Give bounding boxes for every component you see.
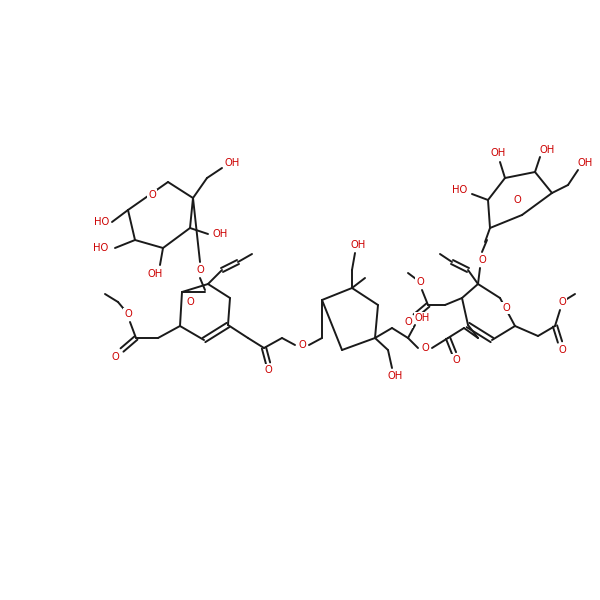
Text: OH: OH <box>388 371 403 381</box>
Text: O: O <box>148 190 156 200</box>
Text: O: O <box>452 355 460 365</box>
Text: O: O <box>264 365 272 375</box>
Text: O: O <box>111 352 119 362</box>
Text: OH: OH <box>490 148 506 158</box>
Text: O: O <box>558 345 566 355</box>
Text: O: O <box>502 303 510 313</box>
Text: OH: OH <box>415 313 430 323</box>
Text: HO: HO <box>452 185 467 195</box>
Text: O: O <box>421 343 429 353</box>
Text: OH: OH <box>350 240 365 250</box>
Text: O: O <box>404 317 412 327</box>
Text: O: O <box>416 277 424 287</box>
Text: OH: OH <box>212 229 227 239</box>
Text: O: O <box>196 265 204 275</box>
Text: OH: OH <box>577 158 593 168</box>
Text: O: O <box>513 195 521 205</box>
Text: O: O <box>478 255 486 265</box>
Text: O: O <box>124 309 132 319</box>
Text: HO: HO <box>94 217 110 227</box>
Text: O: O <box>298 340 306 350</box>
Text: OH: OH <box>148 269 163 279</box>
Text: O: O <box>558 297 566 307</box>
Text: OH: OH <box>539 145 554 155</box>
Text: OH: OH <box>224 158 239 168</box>
Text: O: O <box>186 297 194 307</box>
Text: HO: HO <box>94 243 109 253</box>
